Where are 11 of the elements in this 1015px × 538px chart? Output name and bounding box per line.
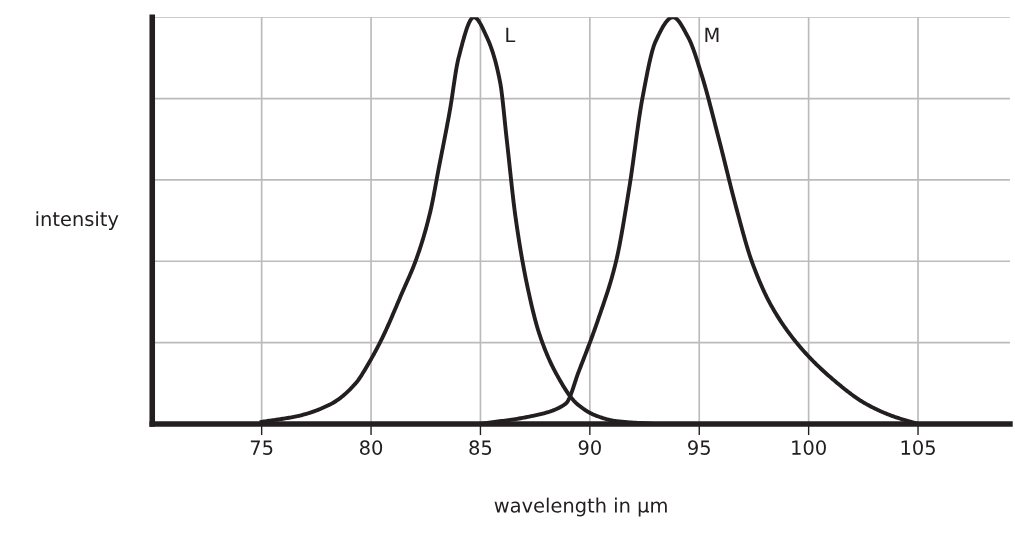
x-axis-title: wavelength in µm <box>494 497 667 517</box>
x-tick-label: 85 <box>469 440 492 455</box>
x-tick-label: 105 <box>901 440 935 455</box>
series-label: L <box>506 27 516 43</box>
series-label: M <box>705 27 719 43</box>
x-tick-label: 80 <box>359 440 383 455</box>
y-axis-title: intensity <box>36 211 119 230</box>
x-tick-label: 100 <box>792 440 826 455</box>
x-tick-label: 75 <box>250 440 273 455</box>
x-tick-label: 90 <box>578 440 601 455</box>
x-tick-label: 95 <box>688 440 710 455</box>
